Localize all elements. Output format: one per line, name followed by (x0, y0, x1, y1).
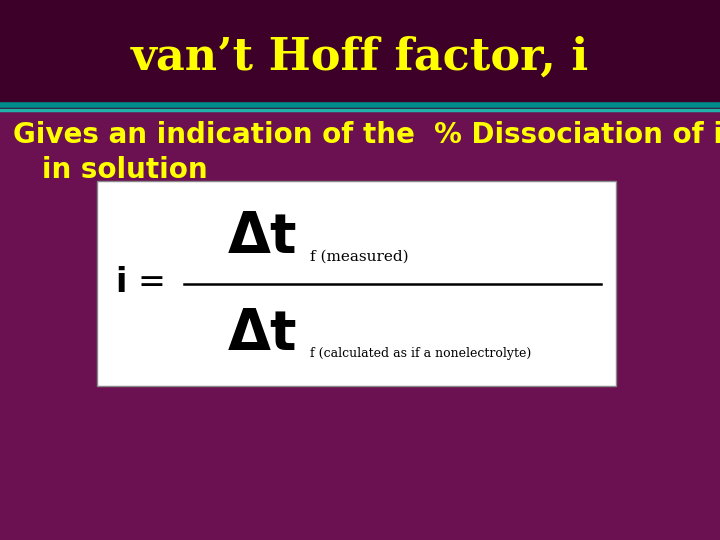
Bar (0, 110, 720, 540)
Text: f (calculated as if a nonelectrolyte): f (calculated as if a nonelectrolyte) (310, 347, 531, 360)
Text: in solution: in solution (13, 156, 207, 184)
Text: van’t Hoff factor, i: van’t Hoff factor, i (131, 35, 589, 78)
Text: $\mathbf{i}$ =: $\mathbf{i}$ = (115, 267, 163, 300)
Bar (0, 0, 720, 110)
Text: $\mathbf{\Delta t}$: $\mathbf{\Delta t}$ (227, 307, 297, 362)
Bar (97, 181, 616, 386)
Text: Gives an indication of the  % Dissociation of ions: Gives an indication of the % Dissociatio… (13, 121, 720, 149)
Text: f (measured): f (measured) (310, 249, 408, 264)
Text: $\mathbf{\Delta t}$: $\mathbf{\Delta t}$ (227, 210, 297, 265)
